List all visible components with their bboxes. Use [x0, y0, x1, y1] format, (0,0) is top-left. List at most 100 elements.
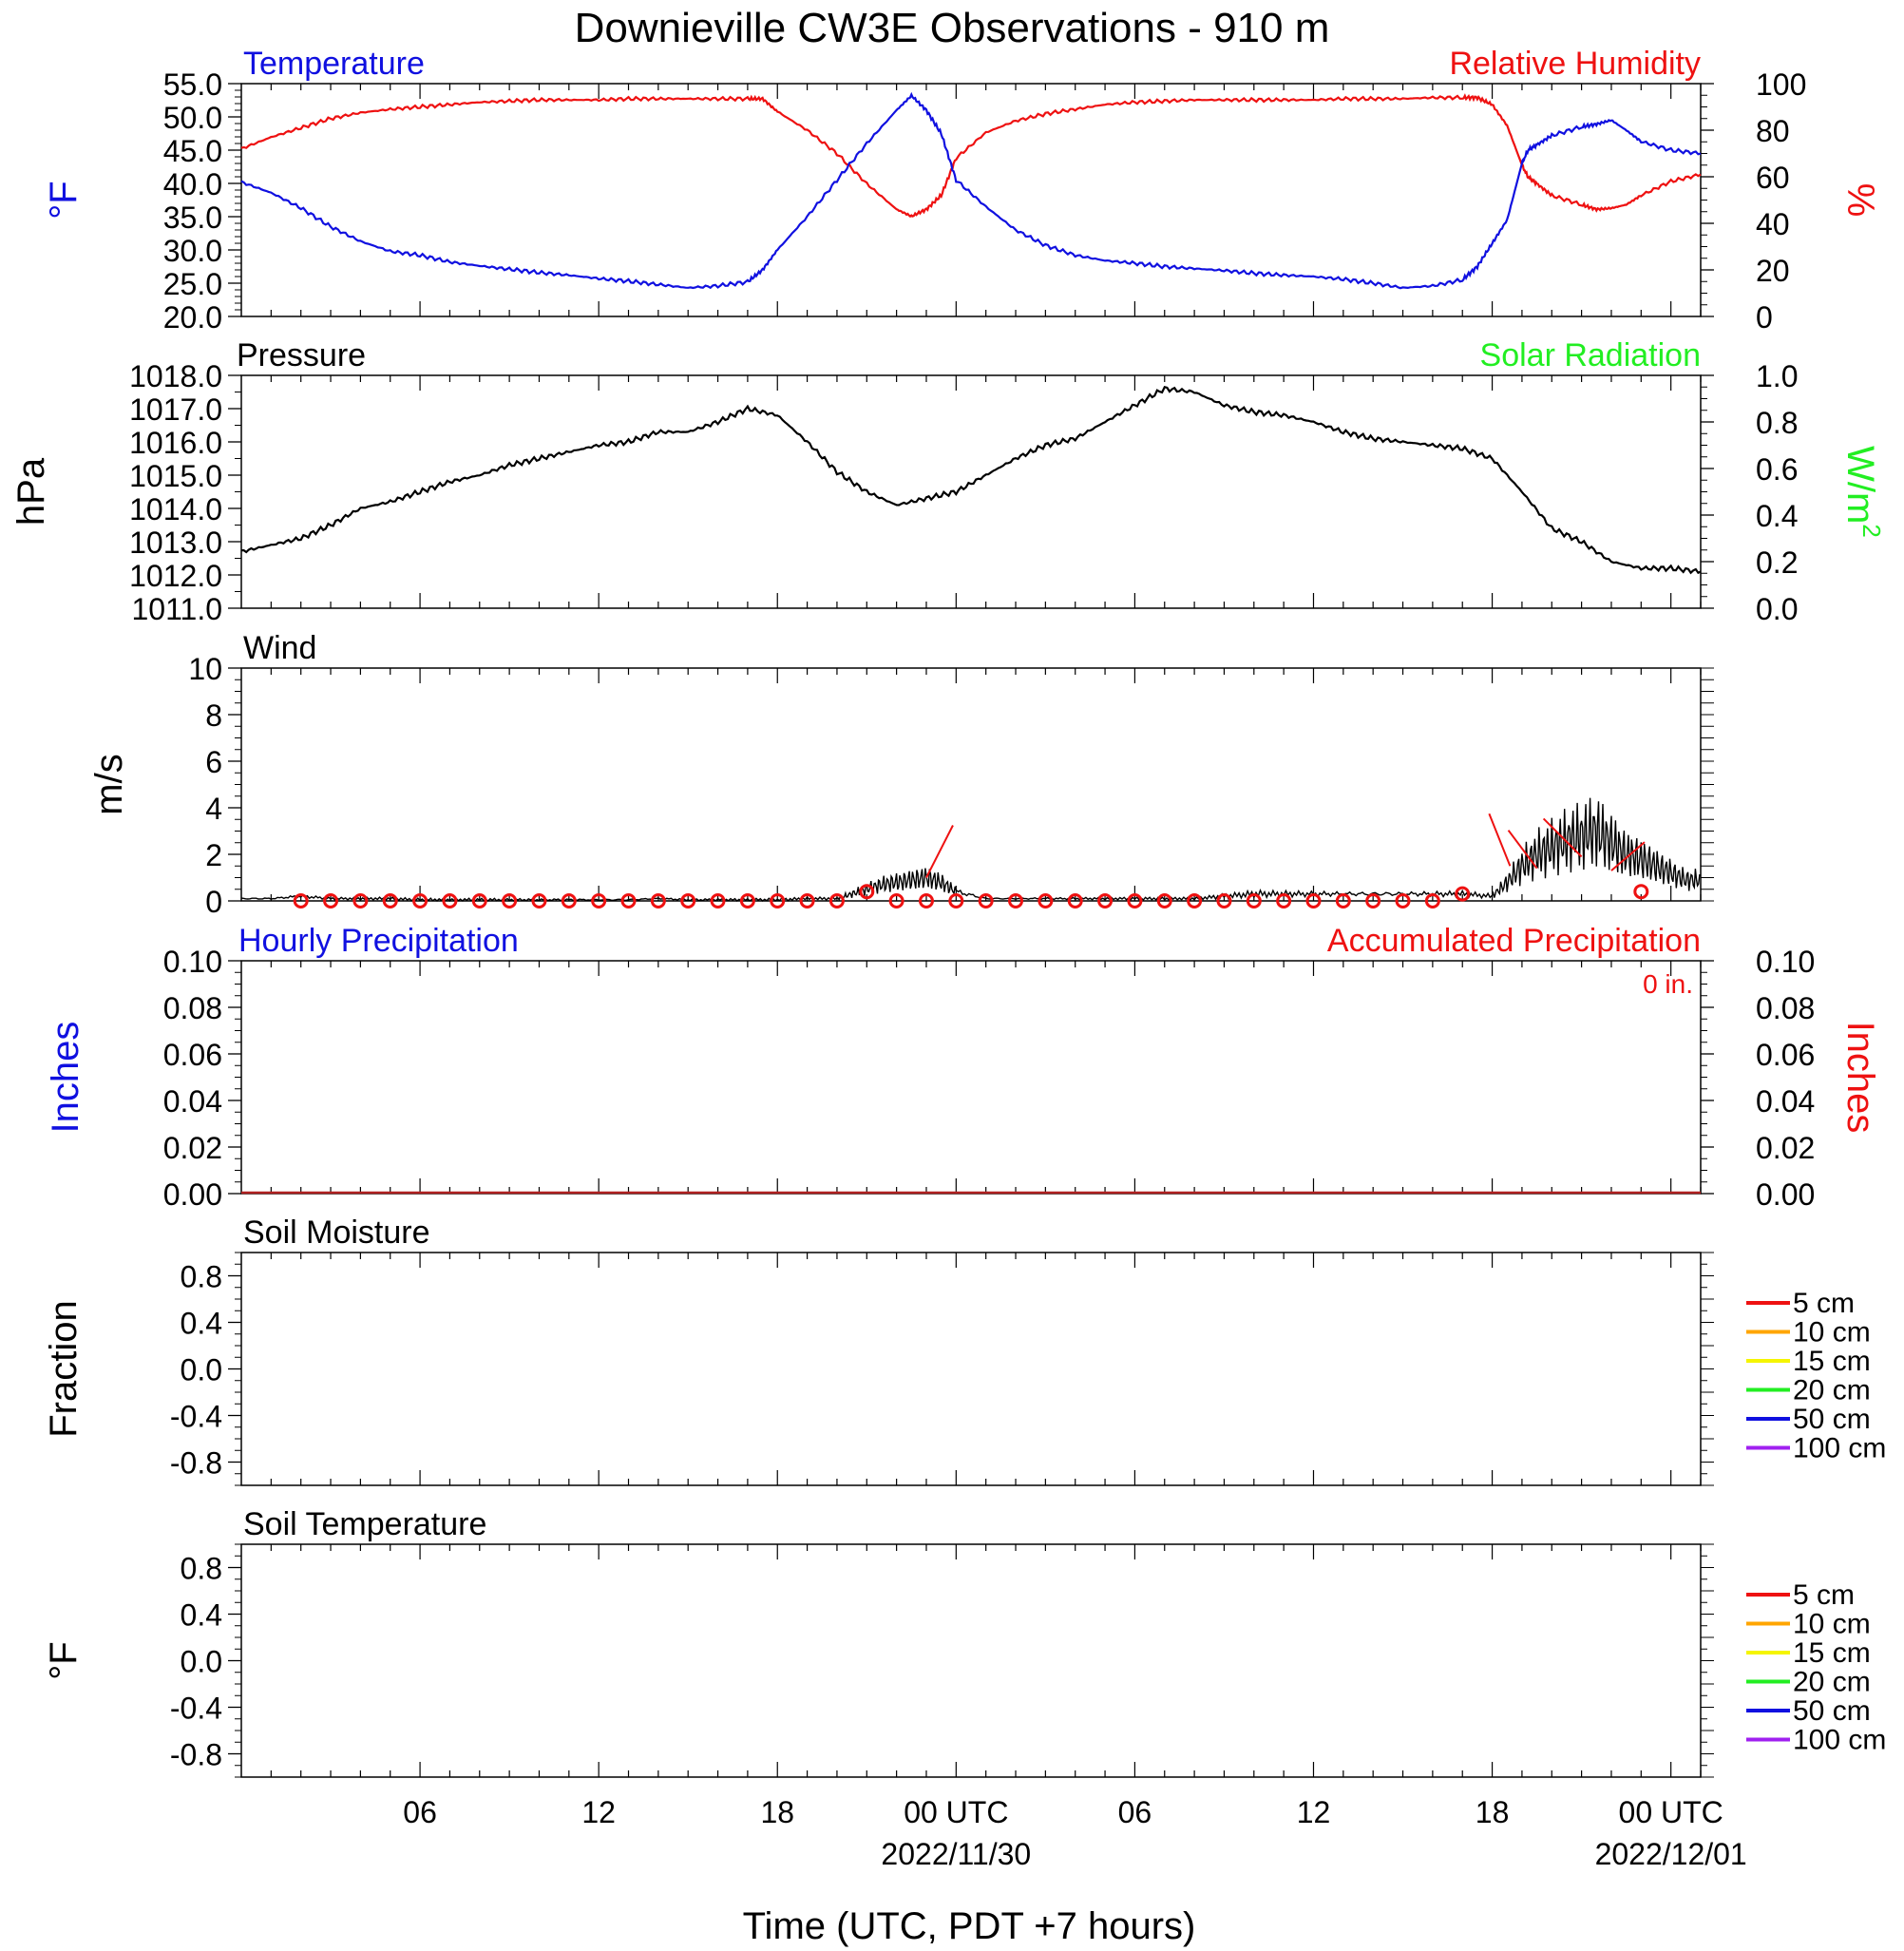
wind-marker [591, 893, 607, 909]
pressure-axis-tick-label: 1013.0 [129, 526, 222, 560]
hourly-precip-axis-tick-label: 0.04 [163, 1084, 222, 1119]
panels: 55.050.045.040.035.030.025.020.010080604… [10, 46, 1886, 1778]
humidity-axis-tick-label: 100 [1756, 67, 1806, 102]
hourly-precip-axis-tick-label: 0.08 [163, 991, 222, 1025]
wind-marker [1067, 893, 1083, 909]
wind-marker [710, 893, 726, 909]
humidity-axis-tick-label: 60 [1756, 161, 1790, 195]
wind-marker [561, 893, 577, 909]
solar-title: Solar Radiation [1480, 337, 1701, 373]
wind-marker [502, 893, 518, 909]
humidity-axis-tick-label: 80 [1756, 114, 1790, 148]
legend-label: 5 cm [1793, 1288, 1855, 1319]
soil_temp-tick-label: -0.8 [170, 1738, 222, 1772]
wind-marker [382, 893, 398, 909]
accum-precip-axis-tick-label: 0.08 [1756, 991, 1815, 1025]
solar-axis-tick-label: 0.2 [1756, 545, 1798, 580]
precip-frame [240, 960, 1702, 1195]
wind-marker [293, 893, 309, 909]
wind-marker [1395, 893, 1411, 909]
wind-marker [1424, 893, 1440, 909]
wind-barb [1488, 813, 1512, 867]
wind-marker [323, 893, 339, 909]
wind-barb [1542, 817, 1583, 858]
temperature-unit: °F [43, 181, 85, 219]
humidity-line [240, 93, 1702, 219]
temperature-axis-tick-label: 25.0 [163, 267, 222, 301]
wind-marker [888, 893, 904, 909]
wind-marker [442, 893, 458, 909]
legend-label: 10 cm [1793, 1317, 1871, 1348]
pressure-axis-tick-label: 1016.0 [129, 426, 222, 460]
soil_temp-tick-label: -0.4 [170, 1692, 222, 1726]
wind-marker [1335, 893, 1351, 909]
x-tick-label: 06 [1118, 1795, 1152, 1829]
wind-marker [978, 893, 994, 909]
panel-precipitation: 0.10 0.08 0.06 0.04 0.02 0.00 0.10 0.08 0.06 0.04… [45, 923, 1881, 1212]
x-tick-label: 18 [1476, 1795, 1510, 1829]
legend-label: 20 cm [1793, 1375, 1871, 1406]
soil_moisture-tick-label: -0.4 [170, 1400, 222, 1434]
humidity-axis-tick-label: 40 [1756, 207, 1790, 241]
solar-axis-tick-label: 0.4 [1756, 499, 1798, 533]
x-date-label: 2022/12/01 [1595, 1837, 1747, 1871]
wind-marker [1038, 893, 1054, 909]
solar-unit-base: W/m [1839, 446, 1881, 524]
solar-axis-tick-label: 0.8 [1756, 406, 1798, 440]
legend-label: 100 cm [1793, 1433, 1886, 1464]
wind-marker [620, 893, 637, 909]
humidity-unit: % [1839, 183, 1881, 218]
accum-precip-axis-tick-label: 0.00 [1756, 1177, 1815, 1212]
wind-marker [1305, 893, 1322, 909]
solar-unit-sup: 2 [1857, 524, 1886, 537]
soil_moisture-title: Soil Moisture [243, 1215, 430, 1251]
pressure-frame [240, 374, 1702, 609]
panel-wind: 10 8 6 4 2 0 Wind m/s [88, 630, 1714, 919]
wind-marker [471, 893, 487, 909]
soil_temp-tick-label: 0.4 [181, 1598, 222, 1633]
hourly-precip-axis-tick-label: 0.06 [163, 1038, 222, 1072]
wind-marker [1187, 893, 1203, 909]
pressure-axis-tick-label: 1015.0 [129, 459, 222, 493]
wind-marker [1455, 886, 1471, 902]
accum-precip-axis-tick-label: 0.06 [1756, 1038, 1815, 1072]
legend-label: 5 cm [1793, 1579, 1855, 1611]
wind-axis-tick-label: 2 [205, 838, 222, 872]
wind-barb [925, 825, 954, 878]
soil_moisture-tick-label: -0.8 [170, 1446, 222, 1481]
wind-title: Wind [243, 630, 316, 666]
wind-unit: m/s [88, 754, 130, 814]
pressure-title: Pressure [237, 337, 366, 373]
soil_temp-tick-label: 0.0 [181, 1645, 222, 1679]
wind-marker [1633, 884, 1649, 900]
accum-precip-unit: Inches [1839, 1022, 1881, 1134]
x-tick-label: 18 [760, 1795, 794, 1829]
wind-marker [1097, 893, 1114, 909]
figure-title: Downieville CW3E Observations - 910 m [575, 5, 1330, 51]
accum-precip-axis-tick-label: 0.02 [1756, 1131, 1815, 1165]
solar-axis-tick-label: 1.0 [1756, 359, 1798, 393]
temperature-axis-tick-label: 50.0 [163, 101, 222, 135]
humidity-title: Relative Humidity [1449, 46, 1701, 82]
soil_moisture-tick-label: 0.8 [181, 1260, 222, 1294]
x-tick-label: 06 [403, 1795, 437, 1829]
wind-marker [531, 893, 547, 909]
wind-marker [1365, 893, 1381, 909]
legend-label: 100 cm [1793, 1725, 1886, 1756]
temp-rh-frame [240, 83, 1702, 317]
wind-marker [1008, 893, 1024, 909]
hourly-precip-title: Hourly Precipitation [238, 923, 519, 959]
wind-marker [1216, 893, 1232, 909]
wind-marker [1156, 893, 1172, 909]
accum-precip-axis-tick-label: 0.04 [1756, 1084, 1815, 1119]
temperature-axis-tick-label: 45.0 [163, 134, 222, 168]
wind-marker [828, 893, 845, 909]
wind-marker [948, 893, 964, 909]
x-tick-label: 00 UTC [904, 1795, 1008, 1829]
x-tick-label: 12 [1297, 1795, 1331, 1829]
wind-barb [1507, 830, 1538, 870]
hourly-precip-unit: Inches [45, 1022, 86, 1134]
